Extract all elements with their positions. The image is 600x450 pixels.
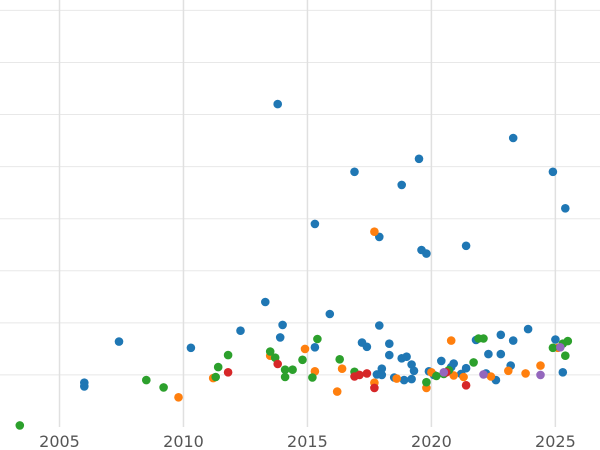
data-points [15,99,573,430]
data-point [337,364,347,374]
x-tick-label: 2005 [39,432,80,450]
data-point [414,154,424,164]
data-point [461,241,471,251]
data-point [159,383,168,392]
data-point [422,249,431,258]
data-point [563,336,573,346]
data-point [213,362,223,372]
data-point [422,377,431,387]
data-point [536,370,545,380]
data-point [310,343,320,352]
data-point [355,370,364,380]
data-point [397,180,407,190]
data-point [508,336,518,345]
data-point [461,363,471,373]
x-tick-label: 2025 [535,432,576,450]
data-point [561,351,570,361]
data-point [223,350,233,360]
data-point [556,343,565,352]
data-point [402,352,411,362]
data-point [523,324,533,334]
x-tick-label: 2020 [411,432,452,450]
data-point [288,365,297,375]
data-point [310,219,320,229]
data-point [461,381,471,390]
data-point [437,356,446,366]
data-point [261,297,270,307]
data-point [313,334,322,344]
data-point [265,347,275,356]
data-point [350,167,359,177]
data-point [561,204,570,213]
data-point [370,383,379,393]
data-point [186,343,196,353]
data-point [504,366,513,376]
data-point [496,330,506,340]
data-point [300,344,310,354]
data-point [432,371,441,381]
data-point [142,375,151,385]
data-point [385,339,394,349]
data-point [496,349,506,359]
data-point [211,372,220,382]
data-point [114,337,124,346]
data-point [332,387,342,396]
data-point [362,369,372,378]
data-point [409,366,419,376]
data-point [536,361,545,370]
x-axis-ticks: 2005 2010 2015 2020 2025 [39,432,576,450]
data-point [335,355,345,364]
data-point [439,368,449,377]
data-point [325,309,335,319]
data-point [308,373,317,382]
data-point [407,374,416,384]
grid [0,0,600,427]
data-point [479,334,488,343]
data-point [375,321,384,330]
data-point [548,343,558,353]
data-point [508,133,518,143]
data-point [484,349,493,359]
data-point [551,335,560,344]
data-point [446,336,456,345]
data-point [174,393,183,402]
data-point [15,421,25,430]
data-point [236,326,245,336]
data-point [486,372,496,381]
x-tick-label: 2015 [287,432,328,450]
data-point [273,359,283,369]
data-point [479,370,488,379]
data-point [280,372,290,382]
data-point [298,355,307,365]
data-point [370,227,379,236]
data-point [275,333,285,342]
data-point [459,372,468,382]
data-point [469,358,478,367]
data-point [280,365,290,375]
data-point [385,350,394,360]
data-point [278,320,287,330]
data-point [558,368,568,377]
data-point [399,375,409,385]
data-point [80,382,89,391]
data-point [449,359,459,368]
data-point [223,368,233,377]
data-point [362,342,372,352]
data-point [273,99,283,109]
data-point [377,364,387,374]
data-point [377,370,387,380]
data-point [548,167,558,177]
data-point [521,369,530,378]
data-point [392,374,402,383]
x-tick-label: 2010 [163,432,204,450]
